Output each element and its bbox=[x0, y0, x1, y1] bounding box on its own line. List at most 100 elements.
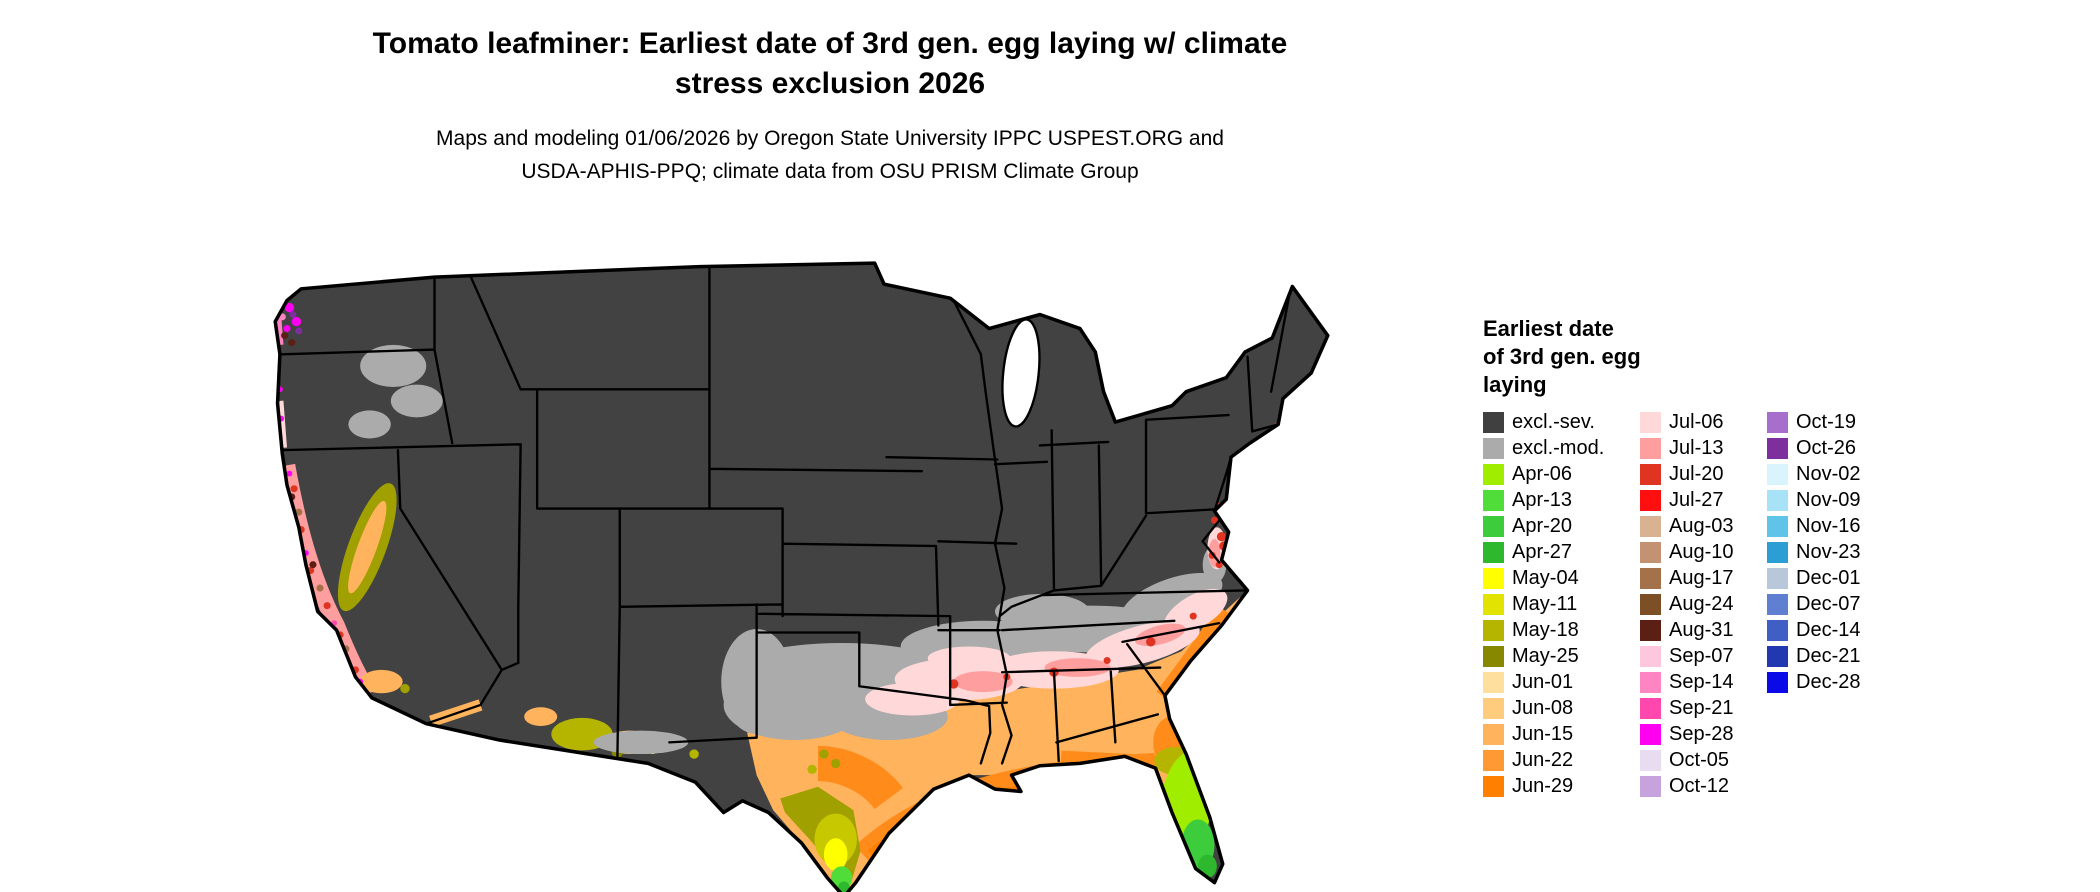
legend-row: Nov-02 bbox=[1767, 461, 1897, 487]
legend-row: Apr-06 bbox=[1483, 461, 1640, 487]
legend-swatch bbox=[1640, 489, 1661, 511]
legend-label: Nov-23 bbox=[1796, 540, 1861, 563]
legend-row: Sep-28 bbox=[1640, 721, 1767, 747]
legend-label: Nov-16 bbox=[1796, 514, 1861, 537]
page-subtitle: Maps and modeling 01/06/2026 by Oregon S… bbox=[160, 122, 1500, 188]
legend-row: Jun-29 bbox=[1483, 773, 1640, 799]
state-borders bbox=[281, 266, 1292, 765]
legend-row: Sep-07 bbox=[1640, 643, 1767, 669]
title-line-1: Tomato leafminer: Earliest date of 3rd g… bbox=[372, 27, 1288, 60]
legend-label: Aug-24 bbox=[1669, 592, 1734, 615]
legend-row: Apr-13 bbox=[1483, 487, 1640, 513]
legend-swatch bbox=[1767, 645, 1788, 667]
legend-swatch bbox=[1640, 515, 1661, 537]
legend-title-line-3: laying bbox=[1483, 372, 1547, 397]
legend-label: Oct-05 bbox=[1669, 748, 1730, 771]
legend-swatch bbox=[1483, 697, 1504, 719]
legend-label: Jun-08 bbox=[1512, 696, 1574, 719]
legend-swatch bbox=[1767, 541, 1788, 563]
title-line-2: stress exclusion 2026 bbox=[674, 67, 986, 100]
us-outline bbox=[273, 261, 1330, 892]
us-map bbox=[228, 214, 1408, 892]
legend-swatch bbox=[1483, 437, 1504, 459]
legend-row: Oct-05 bbox=[1640, 747, 1767, 773]
legend-row: Sep-14 bbox=[1640, 669, 1767, 695]
legend-swatch bbox=[1483, 749, 1504, 771]
legend-label: Oct-26 bbox=[1796, 436, 1857, 459]
map-south-texas bbox=[780, 749, 861, 892]
page-title: Tomato leafminer: Earliest date of 3rd g… bbox=[160, 24, 1500, 104]
legend-label: Nov-02 bbox=[1796, 462, 1861, 485]
legend-swatch bbox=[1640, 723, 1661, 745]
legend-swatch bbox=[1483, 515, 1504, 537]
legend-swatch bbox=[1640, 437, 1661, 459]
legend-row: Dec-01 bbox=[1767, 565, 1897, 591]
legend-label: Dec-07 bbox=[1796, 592, 1861, 615]
legend: Earliest date of 3rd gen. egg laying exc… bbox=[1483, 315, 2043, 799]
legend-row: Aug-03 bbox=[1640, 513, 1767, 539]
legend-swatch bbox=[1640, 775, 1661, 797]
legend-columns: excl.-sev. excl.-mod. Apr-06 Apr-13 Apr-20 Ap… bbox=[1483, 409, 2043, 799]
legend-row: Aug-24 bbox=[1640, 591, 1767, 617]
subtitle-line-1: Maps and modeling 01/06/2026 by Oregon S… bbox=[436, 127, 1224, 150]
legend-row: Oct-19 bbox=[1767, 409, 1897, 435]
legend-label: Jul-20 bbox=[1669, 462, 1724, 485]
legend-row: Jul-20 bbox=[1640, 461, 1767, 487]
legend-label: Jul-27 bbox=[1669, 488, 1724, 511]
map-paint bbox=[275, 263, 1328, 892]
legend-row: Apr-27 bbox=[1483, 539, 1640, 565]
legend-label: Dec-14 bbox=[1796, 618, 1861, 641]
legend-swatch bbox=[1483, 489, 1504, 511]
legend-label: May-25 bbox=[1512, 644, 1579, 667]
legend-swatch bbox=[1640, 593, 1661, 615]
legend-swatch bbox=[1483, 645, 1504, 667]
legend-row: Dec-21 bbox=[1767, 643, 1897, 669]
lake-michigan bbox=[1001, 318, 1041, 428]
legend-row: Dec-14 bbox=[1767, 617, 1897, 643]
legend-row: excl.-sev. bbox=[1483, 409, 1640, 435]
legend-swatch bbox=[1640, 567, 1661, 589]
legend-label: Jun-22 bbox=[1512, 748, 1574, 771]
legend-swatch bbox=[1640, 541, 1661, 563]
legend-row: Jun-01 bbox=[1483, 669, 1640, 695]
legend-row: Sep-21 bbox=[1640, 695, 1767, 721]
legend-label: excl.-mod. bbox=[1512, 436, 1605, 459]
legend-swatch bbox=[1483, 619, 1504, 641]
legend-row: Aug-17 bbox=[1640, 565, 1767, 591]
legend-row: Dec-07 bbox=[1767, 591, 1897, 617]
legend-swatch bbox=[1483, 671, 1504, 693]
legend-label: Dec-21 bbox=[1796, 644, 1861, 667]
legend-row: Jun-08 bbox=[1483, 695, 1640, 721]
legend-row: Jun-15 bbox=[1483, 721, 1640, 747]
legend-swatch bbox=[1483, 541, 1504, 563]
legend-swatch bbox=[1483, 411, 1504, 433]
legend-swatch bbox=[1640, 671, 1661, 693]
legend-row: Jul-13 bbox=[1640, 435, 1767, 461]
legend-label: Aug-10 bbox=[1669, 540, 1734, 563]
legend-swatch bbox=[1767, 489, 1788, 511]
legend-swatch bbox=[1483, 593, 1504, 615]
legend-label: Aug-17 bbox=[1669, 566, 1734, 589]
legend-row: Jul-27 bbox=[1640, 487, 1767, 513]
legend-swatch bbox=[1483, 723, 1504, 745]
legend-label: Nov-09 bbox=[1796, 488, 1861, 511]
legend-swatch bbox=[1767, 411, 1788, 433]
legend-label: Aug-31 bbox=[1669, 618, 1734, 641]
legend-swatch bbox=[1640, 619, 1661, 641]
legend-swatch bbox=[1767, 593, 1788, 615]
legend-label: Jul-13 bbox=[1669, 436, 1724, 459]
legend-row: Oct-12 bbox=[1640, 773, 1767, 799]
legend-label: Sep-07 bbox=[1669, 644, 1734, 667]
legend-row: May-11 bbox=[1483, 591, 1640, 617]
legend-title-line-2: of 3rd gen. egg bbox=[1483, 344, 1641, 369]
legend-swatch bbox=[1640, 411, 1661, 433]
legend-label: Dec-28 bbox=[1796, 670, 1861, 693]
legend-column: Jul-06 Jul-13 Jul-20 Jul-27 Aug-03 Aug-10 Aug-… bbox=[1640, 409, 1767, 799]
legend-label: Dec-01 bbox=[1796, 566, 1861, 589]
legend-row: Apr-20 bbox=[1483, 513, 1640, 539]
legend-swatch bbox=[1483, 567, 1504, 589]
legend-label: Sep-21 bbox=[1669, 696, 1734, 719]
legend-label: Oct-12 bbox=[1669, 774, 1730, 797]
legend-title: Earliest date of 3rd gen. egg laying bbox=[1483, 315, 2043, 399]
